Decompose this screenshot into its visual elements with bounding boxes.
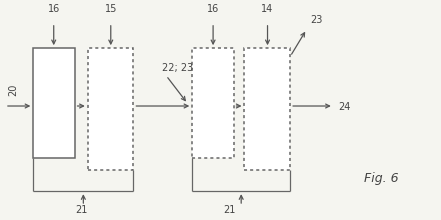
Text: Fig. 6: Fig. 6 (364, 172, 399, 185)
Text: 23: 23 (310, 15, 322, 25)
Text: 14: 14 (262, 4, 274, 15)
Text: 21: 21 (75, 205, 87, 215)
Text: 20: 20 (9, 84, 19, 96)
Bar (192, 48, 234, 158)
Text: 24: 24 (338, 102, 351, 112)
Text: 21: 21 (223, 205, 235, 215)
Bar (88, 48, 134, 170)
Text: 22; 23: 22; 23 (162, 63, 193, 73)
Bar (33, 48, 75, 158)
Text: 15: 15 (105, 4, 117, 15)
Text: 16: 16 (48, 4, 60, 15)
Text: 16: 16 (207, 4, 219, 15)
Bar (244, 48, 290, 170)
